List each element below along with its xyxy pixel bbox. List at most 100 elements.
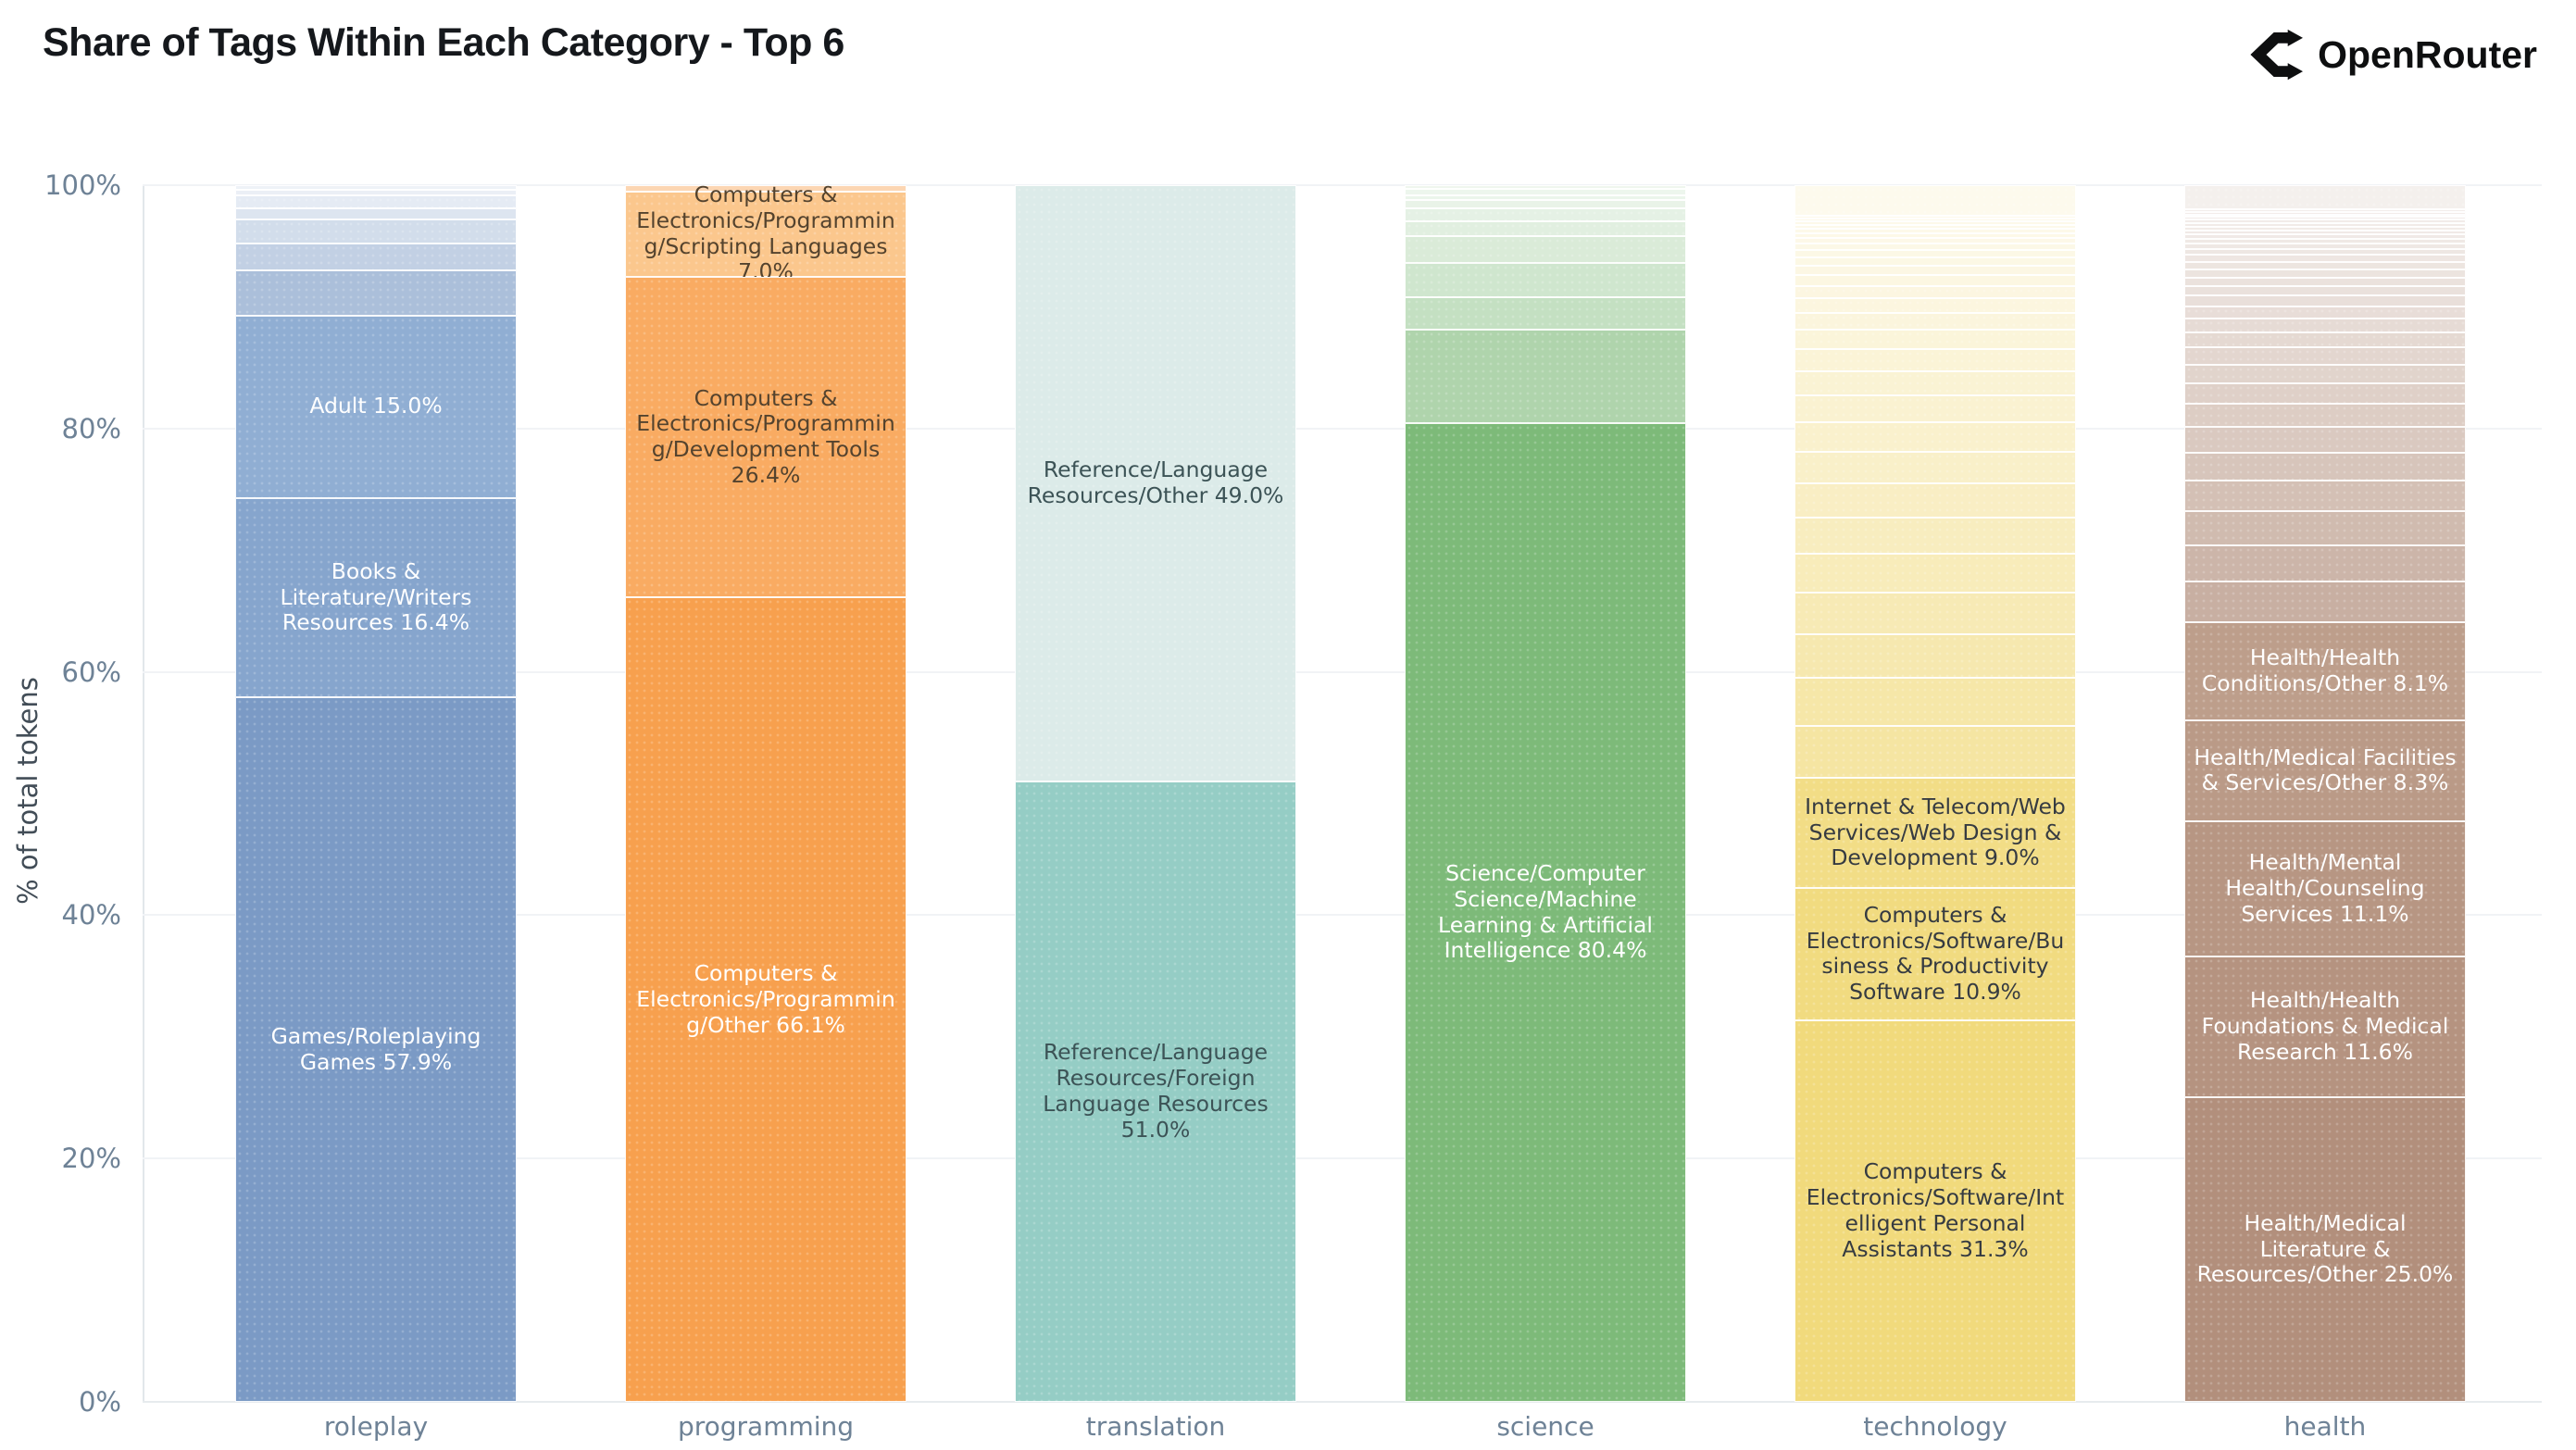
bar-segment[interactable] xyxy=(1405,194,1686,200)
bar-segment[interactable] xyxy=(1794,249,2076,257)
bar-segment[interactable]: Computers & Electronics/Software/Busines… xyxy=(1794,887,2076,1021)
bar-segment[interactable]: Games/Roleplaying Games 57.9% xyxy=(235,697,517,1402)
bar-segment[interactable] xyxy=(2184,452,2466,481)
bar-segment[interactable]: Health/Health Conditions/Other 8.1% xyxy=(2184,621,2466,720)
bar-segment[interactable] xyxy=(2184,211,2466,215)
bar-segment[interactable]: Health/Mental Health/Counseling Services… xyxy=(2184,820,2466,956)
bar-segment[interactable] xyxy=(2184,510,2466,545)
bar-segment[interactable] xyxy=(1405,296,1686,331)
bar-segment[interactable] xyxy=(2184,248,2466,256)
bar-segment[interactable] xyxy=(2184,277,2466,286)
bar-segment[interactable] xyxy=(1794,185,2076,216)
bar-segment[interactable] xyxy=(1405,188,1686,195)
bar-segment[interactable] xyxy=(1794,275,2076,287)
bar-segment[interactable] xyxy=(2184,226,2466,231)
bar-segment[interactable] xyxy=(1794,225,2076,230)
bar-segment[interactable] xyxy=(2184,383,2466,405)
bar-segment[interactable] xyxy=(1794,232,2076,239)
bar-segment[interactable] xyxy=(2184,238,2466,244)
bar-segment[interactable] xyxy=(235,185,517,191)
bar-segment[interactable] xyxy=(1405,207,1686,222)
bar-segment[interactable] xyxy=(2184,230,2466,235)
bar-segment[interactable]: Health/Medical Facilities & Services/Oth… xyxy=(2184,719,2466,821)
bar-segment[interactable] xyxy=(2184,581,2466,622)
bar-segment[interactable] xyxy=(1794,451,2076,484)
bar-segment[interactable] xyxy=(235,219,517,244)
bar-segment[interactable] xyxy=(2184,544,2466,582)
bar-segment[interactable] xyxy=(2184,319,2466,332)
bar-segment[interactable] xyxy=(1794,229,2076,233)
bar-segment[interactable]: Computers & Electronics/Programming/Scri… xyxy=(625,181,907,284)
bar-segment[interactable] xyxy=(1794,286,2076,299)
bar-segment[interactable] xyxy=(1794,517,2076,555)
bar-segment[interactable] xyxy=(2184,219,2466,223)
page-title: Share of Tags Within Each Category - Top… xyxy=(43,20,844,65)
bar-segment[interactable] xyxy=(2184,255,2466,262)
bar-segment[interactable] xyxy=(2184,347,2466,365)
bar-segment[interactable] xyxy=(2184,214,2466,218)
bar-segment[interactable] xyxy=(2184,295,2466,307)
bar-segment[interactable] xyxy=(1794,725,2076,779)
bar-segment[interactable] xyxy=(1794,221,2076,226)
bar-segment[interactable] xyxy=(1405,185,1686,189)
bar-segment[interactable] xyxy=(2184,269,2466,278)
bar-segment[interactable]: Books & Literature/Writers Resources 16.… xyxy=(235,497,517,698)
bar-segment[interactable] xyxy=(1405,330,1686,424)
bar-segment[interactable]: Computers & Electronics/Programming/Deve… xyxy=(625,276,907,598)
bar-segment[interactable] xyxy=(1405,221,1686,237)
openrouter-logo[interactable]: OpenRouter xyxy=(2249,28,2537,81)
bar-segment[interactable] xyxy=(235,190,517,195)
bar-segment[interactable]: Adult 15.0% xyxy=(235,315,517,498)
bar-segment[interactable] xyxy=(1405,263,1686,297)
bar-segment[interactable] xyxy=(1794,219,2076,222)
segment-label: Computers & Electronics/Software/Intelli… xyxy=(1806,1158,2065,1262)
bar-segment[interactable] xyxy=(1794,349,2076,372)
bar-segment[interactable] xyxy=(1794,422,2076,452)
bar-segment[interactable] xyxy=(1794,238,2076,244)
bar-segment[interactable] xyxy=(2184,209,2466,212)
bar-segment[interactable]: Internet & Telecom/Web Services/Web Desi… xyxy=(1794,778,2076,888)
bar-segment[interactable] xyxy=(625,185,907,192)
bar-segment[interactable] xyxy=(2184,404,2466,428)
bar-segment[interactable] xyxy=(2184,261,2466,269)
bar-segment[interactable] xyxy=(1794,298,2076,313)
bar-segment[interactable] xyxy=(2184,222,2466,227)
bar-segment[interactable] xyxy=(2184,481,2466,511)
bar-segment[interactable]: Health/Medical Literature & Resources/Ot… xyxy=(2184,1097,2466,1402)
bar-segment[interactable] xyxy=(2184,217,2466,220)
bar-segment[interactable]: Reference/Language Resources/Other 49.0% xyxy=(1015,185,1296,781)
bar-segment[interactable] xyxy=(235,269,517,316)
bar-segment[interactable] xyxy=(235,244,517,270)
bar-segment[interactable] xyxy=(1794,265,2076,276)
bar-segment[interactable] xyxy=(1794,634,2076,679)
bar-segment[interactable]: Health/Health Foundations & Medical Rese… xyxy=(2184,956,2466,1098)
bar-segment[interactable] xyxy=(2184,364,2466,384)
bar-segment[interactable] xyxy=(1794,256,2076,266)
bar-segment[interactable]: Reference/Language Resources/Foreign Lan… xyxy=(1015,781,1296,1402)
bar-segment[interactable] xyxy=(2184,234,2466,239)
segment-label: Computers & Electronics/Programming/Deve… xyxy=(636,384,895,488)
bar-segment[interactable] xyxy=(2184,427,2466,453)
bar-segment[interactable] xyxy=(2184,244,2466,249)
bar-segment[interactable] xyxy=(1794,244,2076,250)
bar-segment[interactable] xyxy=(1794,593,2076,635)
bar-segment[interactable]: Computers & Electronics/Software/Intelli… xyxy=(1794,1020,2076,1402)
bar-segment[interactable] xyxy=(2184,331,2466,348)
bar-segment[interactable] xyxy=(1794,312,2076,331)
bar-segment[interactable] xyxy=(1405,236,1686,264)
bar-segment[interactable] xyxy=(2184,185,2466,210)
bar-segment[interactable] xyxy=(1794,330,2076,350)
bar-segment[interactable] xyxy=(1794,215,2076,219)
bar-segment[interactable]: Computers & Electronics/Programming/Othe… xyxy=(625,597,907,1402)
bar-segment[interactable] xyxy=(2184,306,2466,319)
bar-segment[interactable] xyxy=(235,194,517,208)
bar-segment[interactable] xyxy=(1794,678,2076,726)
bar-segment[interactable] xyxy=(235,207,517,219)
bar-segment[interactable] xyxy=(1794,395,2076,423)
bar-segment[interactable] xyxy=(2184,285,2466,296)
bar-segment[interactable] xyxy=(1794,371,2076,396)
bar-segment[interactable] xyxy=(1794,554,2076,594)
bar-segment[interactable] xyxy=(1405,199,1686,208)
bar-segment[interactable] xyxy=(1794,483,2076,518)
bar-segment[interactable]: Science/Computer Science/Machine Learnin… xyxy=(1405,423,1686,1402)
